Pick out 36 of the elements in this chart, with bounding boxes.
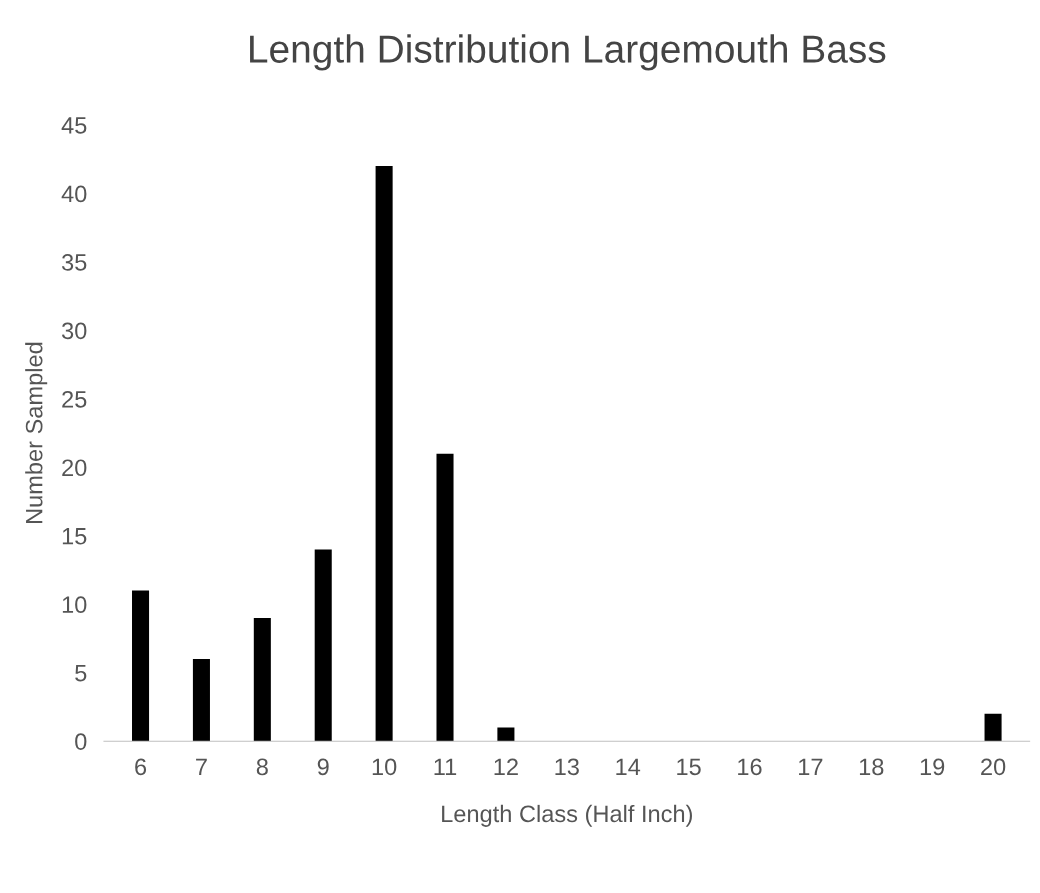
x-tick-label: 12 bbox=[494, 758, 518, 775]
x-tick-label: 16 bbox=[738, 758, 762, 776]
x-tick-label: 10 bbox=[372, 758, 397, 776]
x-tick-label: 8 bbox=[256, 758, 268, 776]
bar bbox=[375, 166, 393, 742]
x-tick-label: 19 bbox=[920, 758, 945, 776]
x-tick-label: 13 bbox=[555, 758, 579, 776]
x-tick-label: 7 bbox=[196, 758, 207, 775]
bar bbox=[984, 713, 1002, 742]
x-tick-label: 11 bbox=[434, 758, 457, 775]
y-tick-label: 30 bbox=[61, 322, 87, 340]
x-tick-label: 18 bbox=[859, 758, 884, 776]
bar bbox=[132, 590, 150, 742]
bar bbox=[192, 659, 210, 742]
y-tick-label: 15 bbox=[62, 528, 87, 545]
y-tick-label: 0 bbox=[75, 733, 87, 750]
y-tick-label: 20 bbox=[62, 459, 87, 477]
x-tick-label: 14 bbox=[616, 758, 641, 775]
y-tick-label: 5 bbox=[75, 665, 87, 682]
chart-title: Length Distribution Largemouth Bass bbox=[250, 34, 886, 71]
x-axis-title: Length Class (Half Inch) bbox=[442, 804, 692, 827]
bar bbox=[253, 617, 271, 742]
bar bbox=[314, 549, 332, 742]
y-tick-label: 40 bbox=[61, 185, 87, 203]
y-tick-label: 25 bbox=[62, 390, 87, 408]
x-tick-label: 6 bbox=[135, 758, 147, 776]
x-tick-label: 9 bbox=[317, 758, 329, 776]
y-tick-label: 45 bbox=[61, 117, 87, 134]
x-tick-label: 20 bbox=[981, 758, 1006, 776]
y-axis-title: Number Sampled bbox=[25, 342, 48, 524]
x-tick-label: 17 bbox=[799, 758, 823, 775]
bar bbox=[436, 453, 454, 742]
y-tick-label: 10 bbox=[62, 596, 87, 614]
x-tick-label: 15 bbox=[677, 758, 701, 776]
y-tick-label: 35 bbox=[61, 254, 87, 271]
bar bbox=[497, 727, 515, 742]
